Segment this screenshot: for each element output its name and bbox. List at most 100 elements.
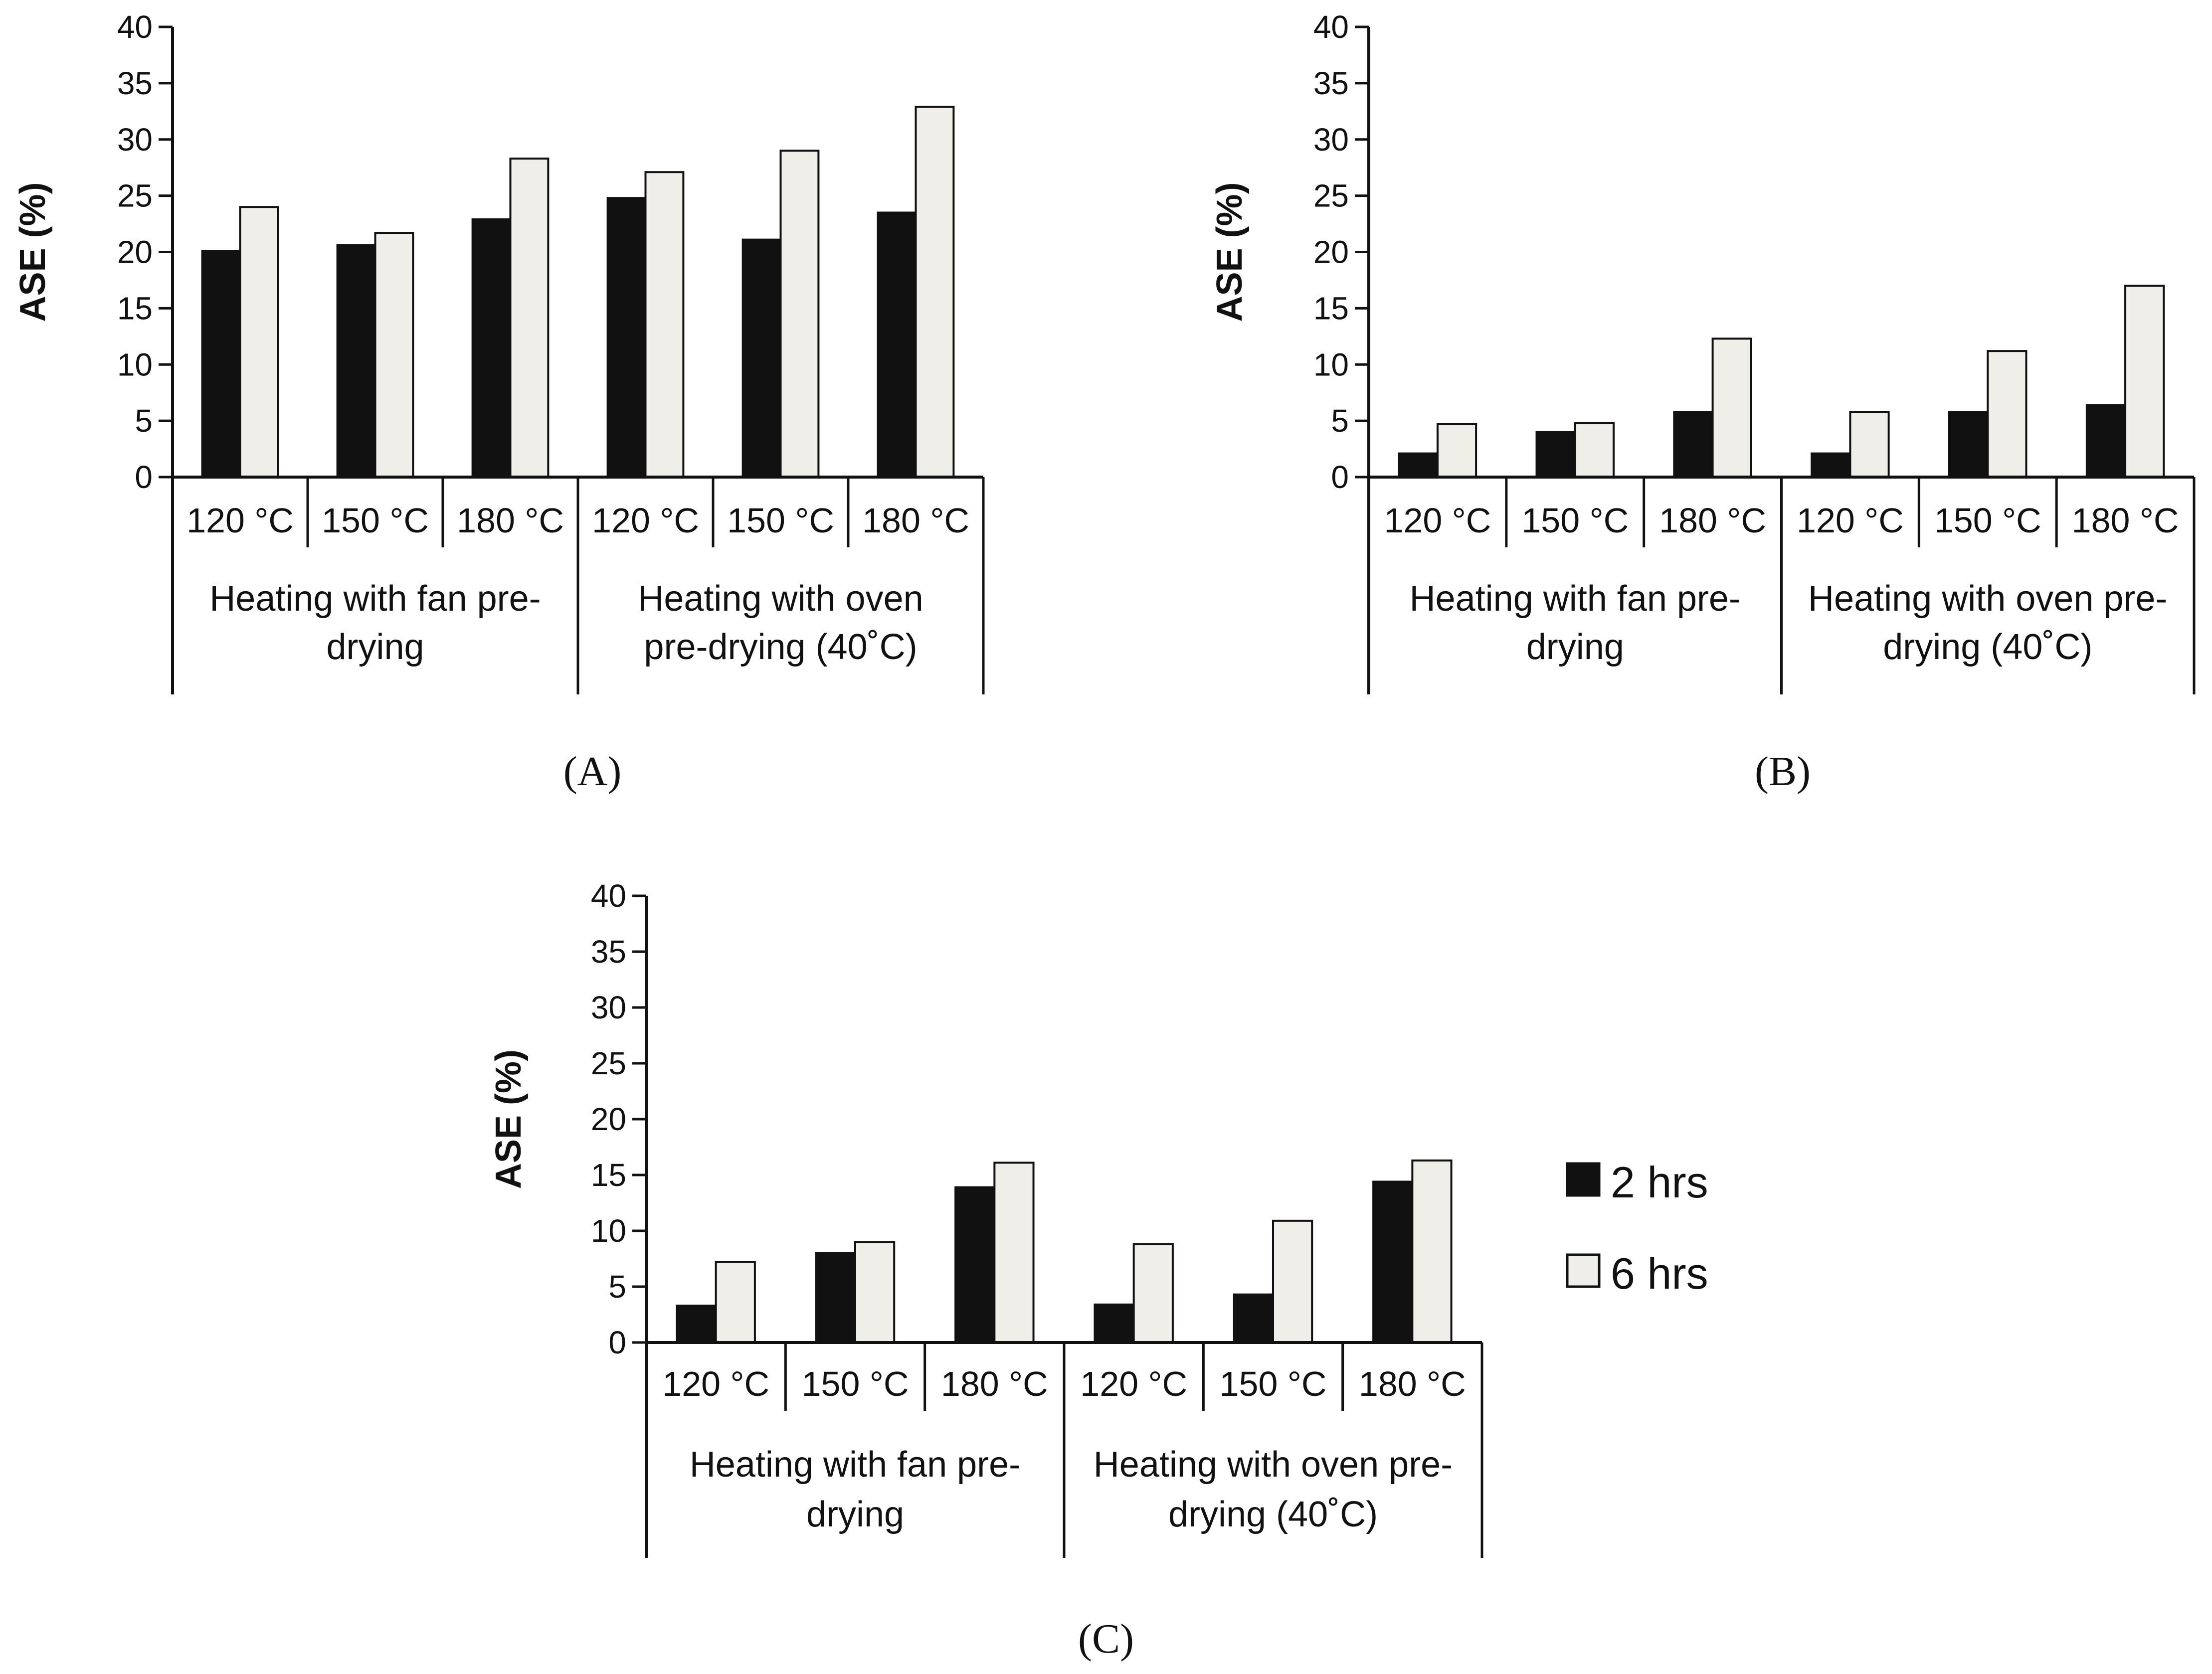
- bar-6hrs: [1987, 350, 2028, 478]
- group-label: pre-drying (40˚C): [644, 627, 917, 667]
- y-tick-label: 25: [1313, 178, 1349, 214]
- y-tick-label: 15: [117, 290, 153, 326]
- group-label: Heating with oven: [638, 579, 923, 619]
- bar-6hrs: [915, 106, 955, 479]
- category-label: 120 °C: [592, 501, 699, 540]
- category-label: 180 °C: [457, 501, 564, 540]
- bar-6hrs: [239, 206, 279, 478]
- bar-2hrs: [1233, 1293, 1274, 1343]
- bar-2hrs: [1673, 411, 1714, 478]
- category-label: 180 °C: [2072, 501, 2179, 540]
- y-tick-label: 15: [591, 1157, 626, 1193]
- bar-6hrs: [1436, 423, 1477, 479]
- y-tick-label: 40: [591, 878, 626, 914]
- bar-6hrs: [993, 1162, 1035, 1344]
- category-label: 120 °C: [1797, 501, 1904, 540]
- group-label: drying: [1526, 627, 1624, 667]
- group-label: Heating with fan pre-: [1410, 579, 1741, 619]
- group-label: Heating with oven pre-: [1094, 1445, 1453, 1485]
- bar-2hrs: [1535, 431, 1576, 479]
- category-label: 120 °C: [1080, 1364, 1187, 1403]
- category-label: 120 °C: [186, 501, 294, 540]
- bar-2hrs: [471, 218, 512, 479]
- group-label: drying: [806, 1495, 904, 1534]
- bar-2hrs: [1398, 452, 1439, 479]
- bar-6hrs: [1272, 1219, 1313, 1344]
- y-tick-label: 10: [591, 1213, 626, 1249]
- y-axis-title: ASE (%): [1210, 182, 1250, 322]
- bar-6hrs: [1132, 1243, 1174, 1343]
- bar-6hrs: [715, 1261, 756, 1343]
- y-tick-label: 5: [1331, 403, 1349, 439]
- group-label: Heating with fan pre-: [209, 579, 541, 619]
- category-label: 150 °C: [727, 501, 834, 540]
- y-tick-label: 15: [1313, 290, 1349, 326]
- category-label: 150 °C: [1521, 501, 1629, 540]
- y-tick-label: 35: [591, 934, 626, 970]
- category-label: 180 °C: [941, 1364, 1048, 1403]
- bar-2hrs: [1372, 1180, 1414, 1343]
- y-tick-label: 30: [117, 122, 153, 158]
- bar-6hrs: [2124, 285, 2165, 478]
- y-tick-label: 35: [117, 65, 153, 101]
- y-tick-label: 5: [608, 1269, 626, 1305]
- bar-6hrs: [1849, 411, 1890, 478]
- y-axis-title: ASE (%): [489, 1049, 529, 1189]
- bar-6hrs: [1574, 422, 1615, 479]
- group-label: drying: [326, 627, 424, 667]
- group-label: drying (40˚C): [1168, 1495, 1378, 1534]
- y-tick-label: 30: [1313, 122, 1349, 158]
- group-label: Heating with oven pre-: [1808, 579, 2167, 619]
- y-tick-label: 0: [608, 1325, 626, 1360]
- panel-label: (C): [1078, 1616, 1134, 1662]
- bar-2hrs: [1094, 1303, 1135, 1344]
- y-tick-label: 5: [135, 403, 153, 439]
- chart-panel-a: 0 5 10 15 20 25 30 35 40 120 °C 150 °C 180 °C 120 °C…: [13, 9, 985, 795]
- category-label: 120 °C: [1384, 501, 1491, 540]
- group-label: Heating with fan pre-: [690, 1445, 1021, 1485]
- bar-2hrs: [676, 1305, 717, 1344]
- category-label: 150 °C: [1934, 501, 2041, 540]
- panel-label: (A): [563, 748, 622, 795]
- chart-panel-c: 0 5 10 15 20 25 30 35 40 120 °C 150 °C 180 °C 120 °C…: [489, 878, 1483, 1662]
- panel-label: (B): [1755, 748, 1811, 795]
- bar-2hrs: [815, 1252, 856, 1344]
- y-tick-label: 10: [117, 346, 153, 382]
- category-label: 150 °C: [1220, 1364, 1327, 1403]
- y-tick-label: 10: [1313, 346, 1349, 382]
- bar-2hrs: [2085, 404, 2127, 479]
- group-label: drying (40˚C): [1883, 627, 2092, 667]
- y-tick-label: 40: [117, 9, 153, 45]
- y-tick-label: 25: [591, 1045, 626, 1081]
- bar-2hrs: [1811, 452, 1851, 479]
- bar-6hrs: [1411, 1159, 1453, 1343]
- bar-2hrs: [954, 1186, 996, 1343]
- category-label: 180 °C: [1659, 501, 1766, 540]
- y-tick-label: 20: [591, 1101, 626, 1137]
- y-tick-label: 0: [1331, 459, 1349, 495]
- bar-2hrs: [741, 238, 782, 478]
- y-tick-label: 0: [135, 459, 153, 495]
- category-label: 120 °C: [662, 1364, 769, 1403]
- bar-2hrs: [877, 211, 917, 478]
- y-axis-title: ASE (%): [13, 182, 53, 322]
- bar-6hrs: [509, 158, 550, 478]
- legend-label: 2 hrs: [1611, 1158, 1708, 1207]
- y-tick-label: 40: [1313, 9, 1349, 45]
- bar-2hrs: [336, 244, 376, 478]
- category-label: 150 °C: [322, 501, 429, 540]
- y-tick-label: 30: [591, 990, 626, 1025]
- y-tick-label: 20: [117, 234, 153, 270]
- legend-label: 6 hrs: [1611, 1249, 1708, 1298]
- category-label: 150 °C: [802, 1364, 909, 1403]
- bar-6hrs: [374, 232, 414, 478]
- legend: 2 hrs 6 hrs: [1566, 1158, 1708, 1298]
- bar-6hrs: [854, 1241, 896, 1343]
- category-label: 180 °C: [1359, 1364, 1466, 1403]
- bar-6hrs: [1711, 337, 1752, 478]
- chart-panel-b: 0 5 10 15 20 25 30 35 40 120 °C 150 °C 180 °C 120 °C…: [1210, 9, 2196, 795]
- category-label: 180 °C: [862, 501, 969, 540]
- bar-2hrs: [606, 197, 647, 478]
- bar-6hrs: [779, 150, 820, 478]
